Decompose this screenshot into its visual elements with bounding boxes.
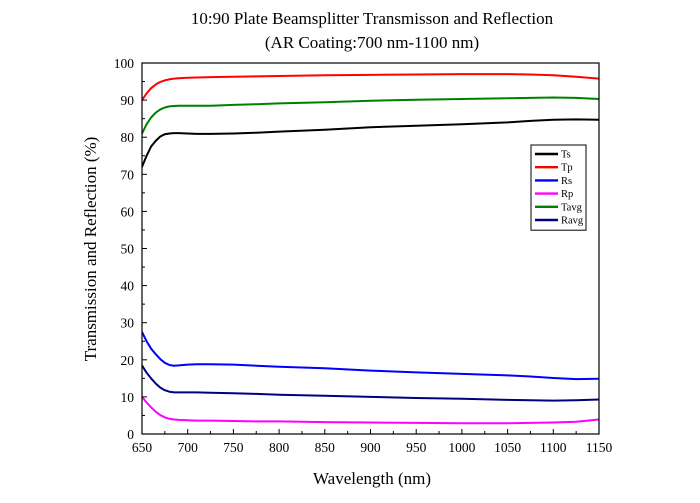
y-axis-label: Transmission and Reflection (%) — [81, 137, 100, 362]
x-tick-label: 1150 — [586, 440, 613, 455]
series-line-rp — [142, 395, 599, 425]
y-tick-label: 40 — [121, 279, 135, 294]
y-tick-label: 100 — [114, 56, 135, 71]
x-tick-label: 1050 — [494, 440, 521, 455]
legend-label-rp: Rp — [561, 189, 573, 200]
y-tick-label: 30 — [121, 316, 135, 331]
y-tick-label: 10 — [121, 390, 135, 405]
y-tick-label: 90 — [121, 93, 135, 108]
x-tick-label: 650 — [132, 440, 153, 455]
legend-label-ravg: Ravg — [561, 216, 584, 227]
series-line-tp — [142, 73, 599, 102]
chart-subtitle: (AR Coating:700 nm-1100 nm) — [265, 33, 479, 52]
plot-frame — [141, 62, 600, 435]
y-tick-label: 70 — [121, 167, 135, 182]
x-tick-label: 800 — [269, 440, 290, 455]
y-tick-label: 80 — [121, 130, 135, 145]
y-tick-label: 60 — [121, 204, 135, 219]
series-line-tavg — [142, 96, 599, 135]
x-tick-label: 1100 — [540, 440, 567, 455]
series-line-ts — [142, 118, 599, 168]
y-tick-label: 20 — [121, 353, 135, 368]
chart-title: 10:90 Plate Beamsplitter Transmisson and… — [191, 9, 554, 28]
plot-area — [142, 73, 599, 425]
legend-label-ts: Ts — [561, 150, 571, 161]
x-tick-label: 700 — [178, 440, 199, 455]
legend-label-tp: Tp — [561, 163, 573, 174]
legend-label-rs: Rs — [561, 176, 572, 187]
legend: Ts Tp Rs Rp Tavg Ravg — [530, 144, 587, 231]
x-tick-label: 850 — [315, 440, 336, 455]
x-tick-label: 950 — [406, 440, 427, 455]
x-tick-label: 1000 — [448, 440, 475, 455]
axes: 650 700 750 800 850 900 950 1000 1050 1100 1150010… — [114, 56, 613, 455]
x-axis-label: Wavelength (nm) — [313, 469, 431, 488]
y-tick-label: 0 — [127, 427, 134, 442]
x-tick-label: 900 — [360, 440, 381, 455]
x-tick-label: 750 — [223, 440, 244, 455]
y-tick-label: 50 — [121, 242, 135, 257]
legend-box — [530, 144, 587, 231]
series-line-ravg — [142, 364, 599, 402]
series-line-rs — [142, 331, 599, 381]
legend-label-tavg: Tavg — [561, 202, 583, 213]
